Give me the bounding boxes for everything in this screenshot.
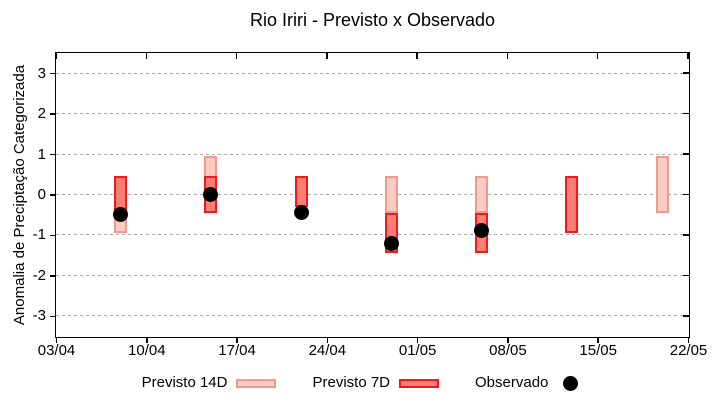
x-tick-mark [506, 53, 509, 59]
observado-dot [203, 187, 219, 202]
legend-dot-observado-icon [563, 375, 579, 391]
x-tick-mark [596, 53, 599, 59]
gridline-y1 [56, 153, 689, 155]
y-tick-label: -1 [32, 226, 46, 244]
y-tick-mark [683, 112, 689, 115]
x-tick-mark [507, 338, 509, 343]
gridline-y-1 [56, 234, 689, 236]
x-tick-mark [416, 53, 418, 59]
x-tick-mark [55, 338, 58, 343]
gridline-y0 [56, 194, 689, 195]
gridline-y3 [56, 72, 689, 74]
legend-item-observado: Observado [475, 373, 579, 393]
previsto-14d-bar [475, 176, 489, 213]
observado-dot [383, 235, 399, 251]
gridline-y-3 [56, 315, 689, 317]
y-tick-label: 0 [37, 186, 46, 203]
x-tick-label: 01/05 [398, 342, 437, 359]
x-tick-mark [597, 338, 599, 343]
x-tick-label: 17/04 [218, 342, 256, 359]
y-tick-mark [683, 72, 689, 74]
legend-label-previsto-7d: Previsto 7D [312, 374, 391, 391]
x-tick-mark [236, 338, 238, 343]
observado-dot [474, 223, 490, 239]
previsto-14d-bar [384, 176, 398, 213]
x-tick-mark [235, 53, 238, 59]
y-tick-mark [683, 153, 689, 155]
legend-item-previsto-7d: Previsto 7D [312, 373, 440, 393]
legend-label-observado: Observado [475, 374, 549, 391]
gridline-y2 [56, 113, 689, 115]
legend-label-previsto-14d: Previsto 14D [141, 374, 228, 391]
y-tick-label: 2 [37, 105, 46, 123]
y-tick-mark [683, 193, 689, 196]
observado-dot [293, 205, 309, 221]
x-tick-mark [326, 338, 329, 343]
x-tick-mark [55, 53, 57, 59]
x-tick-label: 24/04 [308, 342, 347, 359]
x-tick-mark [687, 53, 689, 59]
y-tick-mark [50, 72, 55, 75]
x-tick-label: 08/05 [489, 342, 527, 359]
legend-swatch-14d-icon [236, 378, 277, 388]
y-tick-mark [683, 315, 689, 317]
y-tick-label: 3 [37, 64, 46, 82]
y-tick-mark [50, 113, 55, 115]
x-tick-mark [326, 53, 328, 59]
legend-item-previsto-14d: Previsto 14D [142, 373, 277, 393]
y-tick-mark [50, 153, 55, 156]
y-tick-label: -3 [32, 307, 46, 325]
y-tick-mark [50, 275, 55, 277]
y-tick-label: -2 [32, 266, 46, 284]
gridline-y-2 [56, 274, 689, 276]
chart-title: Rio Iriri - Previsto x Observado [249, 10, 496, 30]
x-tick-label: 10/04 [128, 342, 166, 359]
x-tick-mark [145, 53, 148, 59]
y-tick-mark [683, 234, 689, 236]
previsto-7d-bar [294, 176, 308, 207]
observado-dot [112, 207, 128, 223]
x-tick-label: 03/04 [37, 342, 76, 359]
y-tick-mark [50, 315, 55, 318]
x-tick-label: 15/05 [579, 342, 617, 359]
previsto-7d-bar [565, 176, 579, 233]
y-tick-mark [50, 234, 55, 237]
plot-area [55, 52, 690, 338]
x-tick-mark [416, 338, 419, 343]
x-tick-mark [146, 338, 148, 343]
x-tick-mark [687, 338, 690, 343]
legend-swatch-7d-icon [399, 378, 440, 388]
y-tick-label: 1 [37, 145, 46, 163]
legend: Previsto 14D Previsto 7D Observado [0, 373, 720, 393]
previsto-14d-bar [655, 156, 669, 213]
x-tick-label: 22/05 [669, 342, 708, 359]
y-tick-mark [683, 274, 689, 277]
y-tick-mark [50, 194, 55, 196]
